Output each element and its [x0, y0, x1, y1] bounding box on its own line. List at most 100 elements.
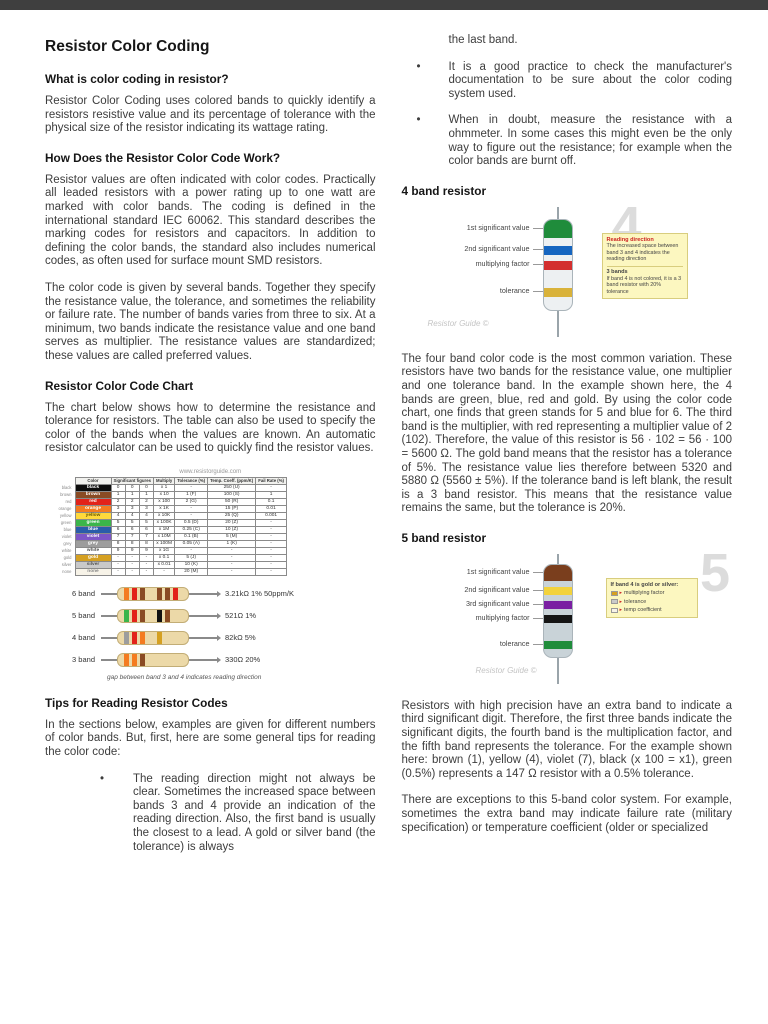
band-label: 3rd significant value	[465, 598, 530, 608]
band-label: multiplying factor	[475, 259, 530, 269]
resistor-lead	[101, 658, 117, 661]
color-row: yellow yellow 4 4 4 x 10K -25 (Q) 0.001	[53, 511, 287, 520]
leader-line	[532, 643, 543, 645]
value-cell: x 1M	[152, 525, 176, 534]
bullet-marker: •	[100, 772, 105, 785]
value-cell: 20 (M)	[174, 567, 209, 576]
example-label: 3 band	[72, 655, 95, 665]
color-row: white white 9 9 9 x 1G - - -	[53, 546, 287, 555]
example-resistor-row: 5 band 521Ω 1%	[45, 605, 376, 627]
color-row: gold gold - - - x 0.1 5 (J) - -	[53, 553, 287, 562]
color-outer-label: grey	[53, 540, 75, 548]
example-value: 3.21kΩ 1% 50ppm/K	[225, 589, 294, 599]
para-chart: The chart below shows how to determine t…	[45, 401, 376, 455]
heading-4-band: 4 band resistor	[401, 183, 487, 198]
value-cell: 1	[124, 490, 140, 499]
resistor-lead	[101, 614, 117, 617]
color-swatch-cell: none	[74, 567, 112, 576]
color-row: grey grey 8 8 8 x 100M 0.05 (A) 1 (K) -	[53, 539, 287, 548]
para-4-band: The four band color code is the most com…	[401, 352, 733, 515]
value-cell: 3	[138, 504, 154, 513]
color-band	[543, 564, 572, 581]
value-cell: x 1K	[152, 504, 176, 513]
example-label: 5 band	[72, 611, 95, 621]
column-header: Color	[74, 476, 112, 485]
heading-tips: Tips for Reading Resistor Codes	[45, 695, 228, 710]
arrow-icon: ▸	[619, 598, 623, 605]
value-cell: 9	[110, 546, 126, 555]
value-cell: 8	[138, 539, 154, 548]
color-swatch-cell: violet	[74, 532, 112, 541]
value-cell: 15 (P)	[207, 504, 257, 513]
color-swatch-cell: black	[74, 483, 112, 492]
watermark-5: 5	[699, 542, 730, 603]
note-item: ▸ temp coefficient	[610, 607, 693, 613]
value-cell: 0.5 (D)	[174, 518, 209, 527]
color-swatch-cell: white	[74, 546, 112, 555]
color-swatch-cell: red	[74, 497, 112, 506]
color-outer-label: brown	[53, 491, 75, 499]
resistor-lead	[189, 592, 217, 595]
value-cell: 7	[110, 532, 126, 541]
viewer-top-bar	[0, 0, 768, 10]
para-tips: In the sections below, examples are give…	[45, 718, 376, 759]
color-band	[543, 260, 572, 270]
color-band	[140, 609, 145, 622]
value-cell: -	[124, 560, 140, 569]
band4-gold-silver-note: If band 4 is gold or silver: ▸ multiplyin…	[605, 577, 698, 618]
color-band	[543, 219, 572, 238]
resistor-guide-credit: Resistor Guide ©	[475, 665, 537, 675]
band-label: 2nd significant value	[464, 584, 530, 594]
band-label: tolerance	[499, 638, 530, 648]
chart-watermark: www.resistorguide.com	[179, 468, 242, 475]
value-cell: 5	[138, 518, 154, 527]
column-header: Multiply	[152, 476, 176, 485]
value-cell: 9	[138, 546, 154, 555]
value-cell: 10 (Z)	[207, 525, 257, 534]
value-cell: -	[255, 553, 287, 562]
leader-line	[532, 291, 543, 293]
color-band	[157, 631, 162, 644]
leader-line	[532, 589, 543, 591]
example-value: 330Ω 20%	[225, 655, 261, 665]
value-cell: -	[110, 567, 126, 576]
heading-color-code-chart: Resistor Color Code Chart	[45, 378, 194, 393]
leader-line	[532, 603, 543, 605]
value-cell: x 100M	[152, 539, 176, 548]
color-outer-label: orange	[53, 505, 75, 513]
resistor-body	[117, 586, 189, 601]
value-cell: 5 (M)	[207, 532, 257, 541]
resistor-body	[542, 218, 573, 311]
value-cell: x 0.01	[152, 560, 176, 569]
color-swatch-cell: gold	[74, 553, 112, 562]
color-band	[543, 600, 572, 609]
color-band	[157, 609, 162, 622]
value-cell: 3	[124, 504, 140, 513]
value-cell: 6	[124, 525, 140, 534]
document-page: Resistor Color Coding What is color codi…	[0, 10, 768, 867]
value-cell: 0.01	[255, 504, 287, 513]
value-cell: 7	[138, 532, 154, 541]
value-cell: 100 (S)	[207, 490, 257, 499]
bullet-marker: •	[416, 60, 421, 73]
band-label: tolerance	[499, 286, 530, 296]
color-code-table: Color Significant figures Multiply Toleranc…	[53, 476, 287, 576]
bullet-ohmmeter: • When in doubt, measure the resistance …	[402, 114, 733, 168]
column-header: Temp. Coeff. (ppm/K)	[207, 476, 257, 485]
value-cell: -	[255, 546, 287, 555]
example-resistor-row: 4 band 82kΩ 5%	[45, 627, 376, 649]
bullet-reading-direction: • The reading direction might not always…	[45, 773, 376, 855]
para-5-band: Resistors with high precision have an ex…	[401, 699, 733, 780]
value-cell: 1	[110, 490, 126, 499]
band-label: 1st significant value	[466, 222, 530, 232]
value-cell: -	[110, 553, 126, 562]
resistor-lead	[101, 636, 117, 639]
color-band	[543, 640, 572, 649]
value-cell: -	[138, 560, 154, 569]
color-outer-label: red	[53, 498, 75, 506]
value-cell: 3	[110, 504, 126, 513]
color-band	[140, 653, 145, 666]
value-cell: -	[207, 553, 257, 562]
column-header: Significant figures	[110, 476, 154, 485]
color-swatch-cell: blue	[74, 525, 112, 534]
